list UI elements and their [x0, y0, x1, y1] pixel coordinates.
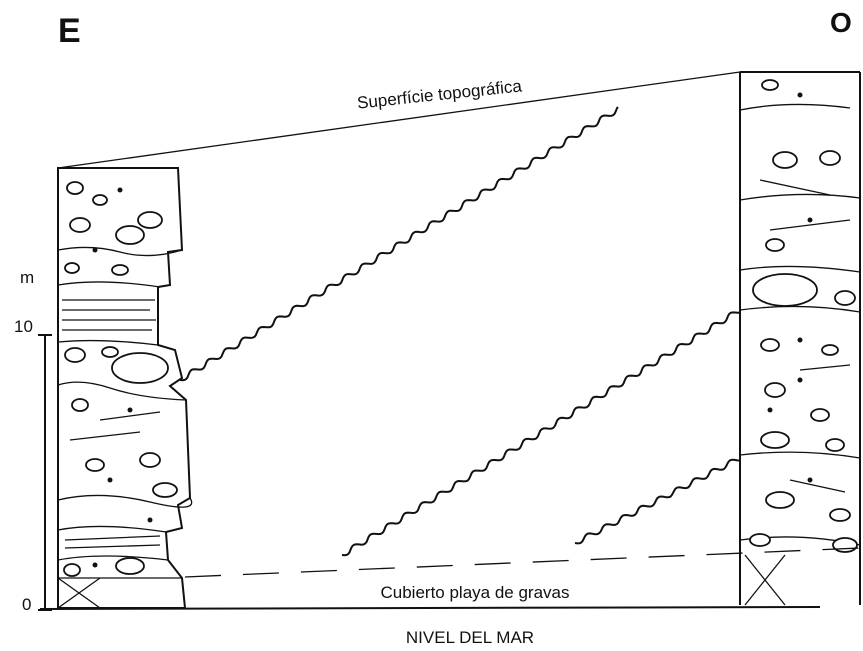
east-label: E: [58, 12, 81, 50]
west-label: O: [830, 7, 852, 38]
cross: [58, 578, 100, 608]
wavy-contact: [342, 312, 740, 555]
right-pebbles: [750, 80, 857, 552]
wavy-contact: [180, 107, 618, 380]
sea-level-label: NIVEL DEL MAR: [406, 628, 534, 647]
wavy-contact: [575, 460, 740, 544]
topographic-line: [58, 72, 740, 168]
bed-boundaries: [58, 247, 192, 578]
diagram: E O Superfície topográfica m 10 0: [0, 0, 863, 651]
laminations: [62, 300, 160, 548]
cross: [745, 555, 785, 605]
surface-label: Superfície topográfica: [356, 76, 523, 112]
scale-tick-label: 0: [22, 595, 31, 614]
right-beds: [740, 104, 860, 545]
scale-tick-label: 10: [14, 317, 33, 336]
left-pebbles: [64, 182, 177, 576]
scale-unit: m: [20, 268, 34, 287]
beach-label: Cubierto playa de gravas: [380, 583, 569, 602]
